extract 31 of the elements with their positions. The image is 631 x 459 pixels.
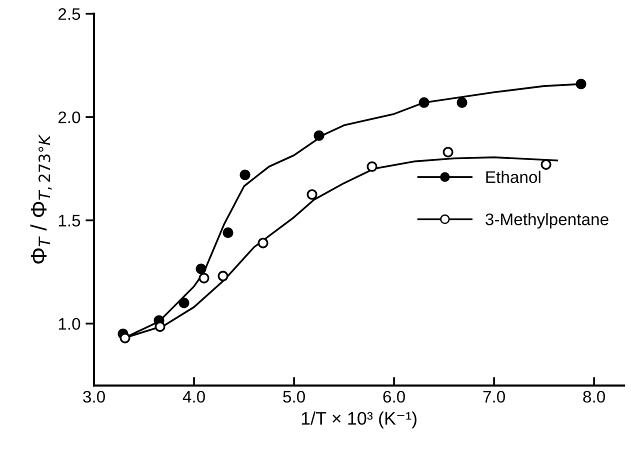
x-tick-label: 5.0 — [283, 390, 305, 403]
x-tick-label: 8.0 — [583, 390, 605, 403]
x-tick-label: 7.0 — [483, 390, 505, 403]
y-tick-label: 1.5 — [58, 214, 80, 227]
point — [576, 78, 586, 90]
y-tick-label: 1.0 — [58, 318, 80, 330]
y-axis-title: Φ$_{T}$ / Φ$_{T,273°K}$ — [30, 134, 52, 264]
point — [418, 97, 430, 108]
point — [540, 159, 552, 170]
y-tick-label: 2.5 — [58, 8, 80, 20]
point — [442, 146, 454, 158]
legend-label: Ethanol — [486, 170, 540, 184]
point — [306, 189, 318, 200]
point — [198, 272, 210, 284]
point — [120, 332, 130, 344]
point — [456, 97, 468, 108]
x-tick-label: 4.0 — [182, 390, 205, 403]
point — [366, 161, 378, 172]
point — [154, 321, 166, 332]
point — [222, 227, 234, 238]
y-tick-label: 2.0 — [58, 111, 80, 124]
point — [218, 270, 228, 282]
point — [240, 170, 250, 180]
point — [258, 238, 268, 248]
point — [314, 130, 324, 141]
x-tick-label: 3.0 — [83, 390, 105, 403]
point — [178, 298, 190, 308]
legend-label: 3-Methylpentane — [486, 213, 608, 229]
x-tick-label: 6.0 — [383, 390, 405, 403]
point — [196, 264, 206, 274]
x-axis-title: 1/T × 10³ (K⁻¹) — [302, 412, 416, 428]
